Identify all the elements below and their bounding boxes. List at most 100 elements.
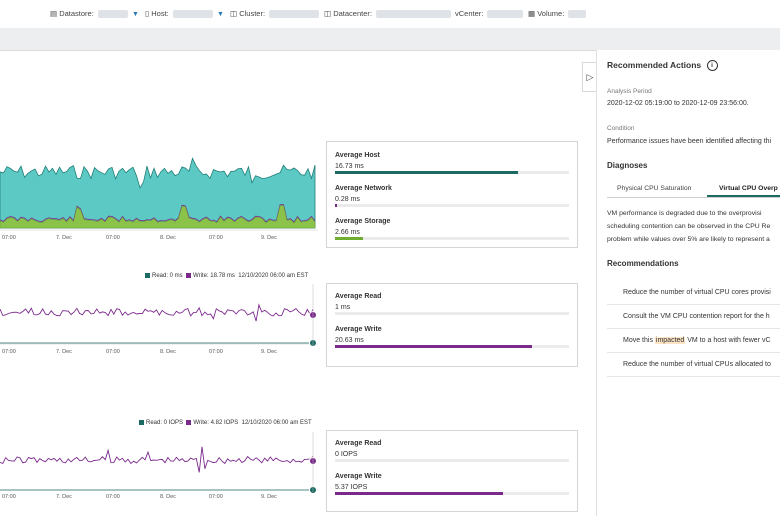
datastore-filter[interactable]: ▤ Datastore: ▼ xyxy=(50,9,139,19)
condition-value: Performance issues have been identified … xyxy=(607,138,772,145)
avg-network-label: Average Network xyxy=(335,185,392,192)
diagnoses-tabs: Physical CPU Saturation Virtual CPU Over… xyxy=(607,181,780,198)
avg-storage-label: Average Storage xyxy=(335,218,391,225)
tick-label: 9. Dec xyxy=(261,494,277,500)
legend-write: Write: 18.78 ms xyxy=(193,273,235,280)
volume-icon: ▦ xyxy=(528,9,536,18)
tick-label: 7. Dec xyxy=(56,349,72,355)
tab-physical-cpu-saturation[interactable]: Physical CPU Saturation xyxy=(617,185,692,192)
legend-read: Read: 0 IOPS xyxy=(146,420,184,427)
volume-filter[interactable]: ▦ Volume: xyxy=(528,9,587,19)
host-label: Host: xyxy=(151,9,169,18)
cluster-label: Cluster: xyxy=(239,9,266,18)
avg-read-label: Average Read xyxy=(335,440,382,447)
chevron-down-icon[interactable]: ▼ xyxy=(216,11,224,18)
tab-virtual-cpu-overprovisioning[interactable]: Virtual CPU Overp xyxy=(707,181,780,197)
avg-write-value: 20.63 ms xyxy=(335,337,364,344)
host-filter[interactable]: ▯ Host: ▼ xyxy=(145,9,224,19)
storage-latency-area xyxy=(0,205,316,229)
avg-read-value: 0 IOPS xyxy=(335,451,358,458)
cluster-icon: ◫ xyxy=(230,9,238,18)
avg-write-label: Average Write xyxy=(335,326,382,333)
rec3-pre: Move this xyxy=(623,337,655,344)
tick-label: 07:00 xyxy=(106,494,120,500)
avg-read-bar xyxy=(335,312,569,315)
tick-label: 07:00 xyxy=(209,494,223,500)
latency-read-write-card: Average Read 1 ms Average Write 20.63 ms xyxy=(326,283,578,367)
avg-read-bar xyxy=(335,459,569,462)
write-iops-line xyxy=(0,446,314,473)
chart3-legend: Read: 0 IOPS Write: 4.82 IOPS 12/10/2020… xyxy=(139,420,312,426)
host-latency-area xyxy=(0,157,316,229)
legend-time: 12/10/2020 06:00 am EST xyxy=(241,420,312,427)
volume-label: Volume: xyxy=(537,9,565,18)
analysis-period-label: Analysis Period xyxy=(607,88,652,95)
avg-network-value: 0.28 ms xyxy=(335,196,360,203)
tick-label: 07:00 xyxy=(2,349,16,355)
legend-read: Read: 0 ms xyxy=(152,273,183,280)
volume-value xyxy=(568,10,587,19)
datastore-value xyxy=(97,10,128,19)
host-value xyxy=(172,10,213,19)
write-swatch xyxy=(186,273,192,278)
write-swatch xyxy=(186,420,192,425)
iops-chart[interactable] xyxy=(0,430,320,494)
tab-virtual-label: Virtual CPU Overp xyxy=(719,185,778,192)
recommendations-heading: Recommendations xyxy=(607,259,679,268)
avg-read-label: Average Read xyxy=(335,293,382,300)
avg-host-label: Average Host xyxy=(335,152,380,159)
legend-write: Write: 4.82 IOPS xyxy=(193,420,239,427)
tick-label: 07:00 xyxy=(209,349,223,355)
tick-label: 07:00 xyxy=(2,494,16,500)
avg-write-value: 5.37 IOPS xyxy=(335,484,368,491)
tick-label: 8. Dec xyxy=(160,494,176,500)
datastore-label: Datastore: xyxy=(59,9,94,18)
datacenter-icon: ◫ xyxy=(324,9,332,18)
tick-label: 7. Dec xyxy=(56,235,72,241)
read-swatch xyxy=(139,420,144,425)
latency-area-chart[interactable] xyxy=(0,140,318,250)
cluster-filter[interactable]: ◫ Cluster: xyxy=(230,9,320,19)
recommendation-item[interactable]: Reduce the number of virtual CPU cores p… xyxy=(607,282,780,305)
condition-label: Condition xyxy=(607,125,635,132)
host-icon: ▯ xyxy=(145,9,150,18)
recommendation-item[interactable]: Reduce the number of virtual CPUs alloca… xyxy=(607,354,780,377)
avg-host-bar xyxy=(335,171,569,174)
datacenter-value xyxy=(376,10,452,19)
avg-write-bar xyxy=(335,345,569,348)
cluster-value xyxy=(269,10,320,19)
recommendation-item[interactable]: Consult the VM CPU contention report for… xyxy=(607,306,780,329)
vcenter-value xyxy=(487,10,524,19)
rec3-post: VM to a host with fewer vC xyxy=(685,337,771,344)
recommendation-text: Reduce the number of virtual CPUs alloca… xyxy=(623,361,771,368)
recommended-actions-panel: Recommended Actions i Analysis Period 20… xyxy=(596,50,780,516)
toolbar-strip xyxy=(0,28,780,51)
latency-summary-card: Average Host 16.73 ms Average Network 0.… xyxy=(326,141,578,248)
diagnoses-heading: Diagnoses xyxy=(607,161,648,170)
legend-time: 12/10/2020 06:00 am EST xyxy=(238,273,309,280)
tick-label: 07:00 xyxy=(209,235,223,241)
recommendation-text: Consult the VM CPU contention report for… xyxy=(623,313,770,320)
rec3-highlight: impacted xyxy=(654,337,686,344)
avg-write-label: Average Write xyxy=(335,473,382,480)
avg-read-value: 1 ms xyxy=(335,304,351,311)
tick-label: 07:00 xyxy=(2,235,16,241)
diagnosis-line: VM performance is degraded due to the ov… xyxy=(607,210,762,217)
datacenter-filter[interactable]: ◫ Datacenter: xyxy=(324,9,452,19)
iops-summary-card: Average Read 0 IOPS Average Write 5.37 I… xyxy=(326,430,578,512)
play-right-icon: ▷ xyxy=(586,72,594,82)
read-write-latency-chart[interactable] xyxy=(0,282,320,348)
network-latency-line xyxy=(0,204,316,223)
panel-title: Recommended Actions i xyxy=(607,60,718,72)
vcenter-filter[interactable]: vCenter: xyxy=(455,9,524,19)
vcenter-label: vCenter: xyxy=(455,9,484,18)
top-filter-bar: ▤ Datastore: ▼ ▯ Host: ▼ ◫ Cluster: ◫ Da… xyxy=(0,0,780,29)
analysis-period-value: 2020-12-02 05:19:00 to 2020-12-09 23:56:… xyxy=(607,100,749,107)
tick-label: 8. Dec xyxy=(160,235,176,241)
tick-label: 8. Dec xyxy=(160,349,176,355)
info-icon[interactable]: i xyxy=(706,60,718,72)
collapse-panel-button[interactable]: ▷ xyxy=(582,62,597,92)
chevron-down-icon[interactable]: ▼ xyxy=(131,11,139,18)
recommendation-item[interactable]: Move this impacted VM to a host with few… xyxy=(607,330,780,353)
diagnosis-line: scheduling contention can be observed in… xyxy=(607,223,771,230)
